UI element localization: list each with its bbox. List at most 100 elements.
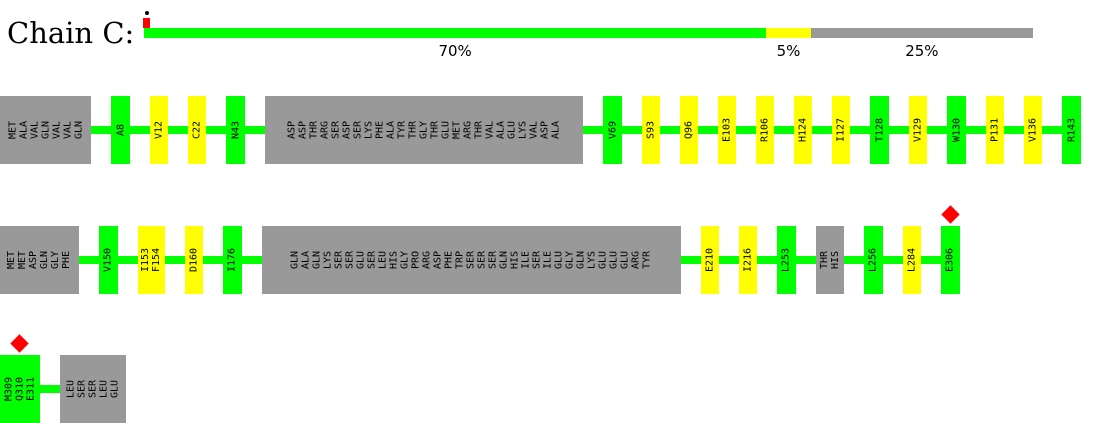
residue-group-yellow: Q96 [680, 96, 699, 164]
residue-row: MET ALA VAL GLN VAL VAL GLN A8 V12 C22 N43 ASP ASP TH… [0, 96, 1115, 164]
residue-label: ALA [385, 120, 397, 140]
residue-label: ARG [630, 250, 642, 270]
summary-segment-green [144, 28, 767, 38]
residue-group-gray: ASP ASP THR ARG SER ASP SER LYS PHE ALA TYR THR GLY T… [265, 96, 584, 164]
residue-label: PHE [443, 250, 455, 270]
residue-label: ARG [462, 120, 474, 140]
residue-label: TYR [641, 250, 653, 270]
residue-group-yellow: C22 [188, 96, 207, 164]
residue-label: L256 [867, 247, 879, 273]
summary-bar [144, 28, 1033, 38]
summary-label-green: 70% [438, 42, 472, 60]
residue-label: SER [465, 250, 477, 270]
residue-label: GLN [73, 120, 85, 140]
residue-label: TYR [396, 120, 408, 140]
residue-label: ARG [319, 120, 331, 140]
residue-label: ASP [297, 120, 309, 140]
residue-label: VAL [528, 120, 540, 140]
residue-label: R143 [1066, 117, 1078, 143]
residue-group-yellow: L284 [902, 226, 921, 294]
residue-group-yellow: D160 [184, 226, 203, 294]
residue-group-yellow: E210 [700, 226, 719, 294]
residue-label: V136 [1027, 117, 1039, 143]
residue-row: M309 Q310 E311 LEU SER SER LEU GLU [0, 334, 1115, 423]
residue-label: E103 [721, 117, 733, 143]
chain-label: Chain C: [7, 16, 135, 50]
residue-label: SER [352, 120, 364, 140]
residue-label: F154 [151, 247, 163, 273]
residue-label: HIS [829, 250, 841, 270]
residue-label: GLU [608, 250, 620, 270]
residue-label: PHE [374, 120, 386, 140]
residue-group-yellow: V136 [1024, 96, 1043, 164]
residue-label: GLY [399, 250, 411, 270]
residue-group-yellow: I127 [832, 96, 851, 164]
residue-label: SER [487, 250, 499, 270]
marker-diamond [10, 334, 30, 353]
residue-group-yellow: E103 [718, 96, 737, 164]
residue-label: L284 [906, 247, 918, 273]
residue-label: ASP [341, 120, 353, 140]
residue-group-gray: MET MET ASP GLN GLY PHE [0, 226, 79, 294]
residue-group-yellow: V12 [150, 96, 169, 164]
residue-label: THR [818, 250, 830, 270]
residue-label: LEU [98, 379, 110, 399]
residue-label: GLU [109, 379, 121, 399]
residue-label: E306 [944, 247, 956, 273]
residue-group-green: T128 [870, 96, 890, 164]
residue-label: PHE [61, 250, 73, 270]
residue-label: VAL [51, 120, 63, 140]
residue-label: GLN [575, 250, 587, 270]
residue-group-green: E306 [940, 226, 960, 294]
residue-label: ASP [286, 120, 298, 140]
residue-label: V12 [153, 120, 165, 140]
residue-label: LEU [377, 250, 389, 270]
residue-label: ALA [18, 120, 30, 140]
residue-group-yellow: S93 [642, 96, 661, 164]
residue-label: GLU [619, 250, 631, 270]
residue-label: GLN [40, 120, 52, 140]
residue-label: LYS [363, 120, 375, 140]
residue-label: GLU [553, 250, 565, 270]
residue-label: P131 [989, 117, 1001, 143]
residue-label: E311 [25, 376, 37, 402]
summary-label-gray: 25% [905, 42, 939, 60]
residue-label: ILE [542, 250, 554, 270]
residue-label: SER [531, 250, 543, 270]
residue-group-green: V69 [603, 96, 623, 164]
residue-label: SER [333, 250, 345, 270]
residue-label: C22 [191, 120, 203, 140]
residue-label: V129 [912, 117, 924, 143]
residue-group-green: L256 [863, 226, 883, 294]
residue-label: SER [344, 250, 356, 270]
residue-label: I153 [140, 247, 152, 273]
residue-group-green: M309 Q310 E311 [0, 355, 40, 423]
residue-group-gray: LEU SER SER LEU GLU [59, 355, 126, 423]
residue-group-gray: THR HIS [815, 226, 844, 294]
residue-group-green: A8 [111, 96, 131, 164]
residue-group-gray: GLN ALA GLN LYS SER SER GLU SER LEU HIS GLY PRO ARG A… [261, 226, 681, 294]
residue-label: GLU [355, 250, 367, 270]
residue-label: HIS [509, 250, 521, 270]
residue-group-gray: MET ALA VAL GLN VAL VAL GLN [0, 96, 92, 164]
residue-label: S93 [645, 120, 657, 140]
residue-label: GLU [597, 250, 609, 270]
residue-group-yellow: I153 F154 [137, 226, 165, 294]
residue-group-green: R143 [1062, 96, 1082, 164]
residue-label: ALA [300, 250, 312, 270]
summary-segment-yellow [766, 28, 811, 38]
residue-label: MET [17, 250, 29, 270]
residue-label: GLN [311, 250, 323, 270]
residue-label: MET [7, 120, 19, 140]
residue-label: M309 [3, 376, 15, 402]
residue-label: R106 [759, 117, 771, 143]
residue-group-green: W130 [947, 96, 967, 164]
residue-label: Q310 [14, 376, 26, 402]
residue-label: MET [6, 250, 18, 270]
residue-label: LYS [322, 250, 334, 270]
marker-diamond [941, 205, 960, 224]
residue-group-yellow: H124 [794, 96, 813, 164]
residue-label: THR [429, 120, 441, 140]
residue-label: SER [87, 379, 99, 399]
residue-label: GLY [418, 120, 430, 140]
